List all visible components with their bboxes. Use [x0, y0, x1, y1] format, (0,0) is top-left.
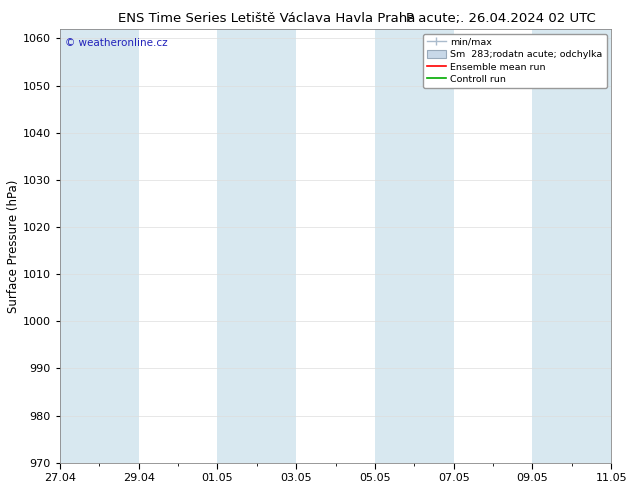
Bar: [375, 29, 454, 463]
Bar: [217, 29, 296, 463]
Legend: min/max, Sm  283;rodatn acute; odchylka, Ensemble mean run, Controll run: min/max, Sm 283;rodatn acute; odchylka, …: [423, 34, 607, 88]
Y-axis label: Surface Pressure (hPa): Surface Pressure (hPa): [7, 179, 20, 313]
Bar: [60, 29, 139, 463]
Text: ENS Time Series Letiště Václava Havla Praha: ENS Time Series Letiště Václava Havla Pr…: [117, 12, 415, 25]
Bar: [533, 29, 611, 463]
Text: © weatheronline.cz: © weatheronline.cz: [65, 38, 168, 48]
Text: P acute;. 26.04.2024 02 UTC: P acute;. 26.04.2024 02 UTC: [406, 12, 596, 25]
